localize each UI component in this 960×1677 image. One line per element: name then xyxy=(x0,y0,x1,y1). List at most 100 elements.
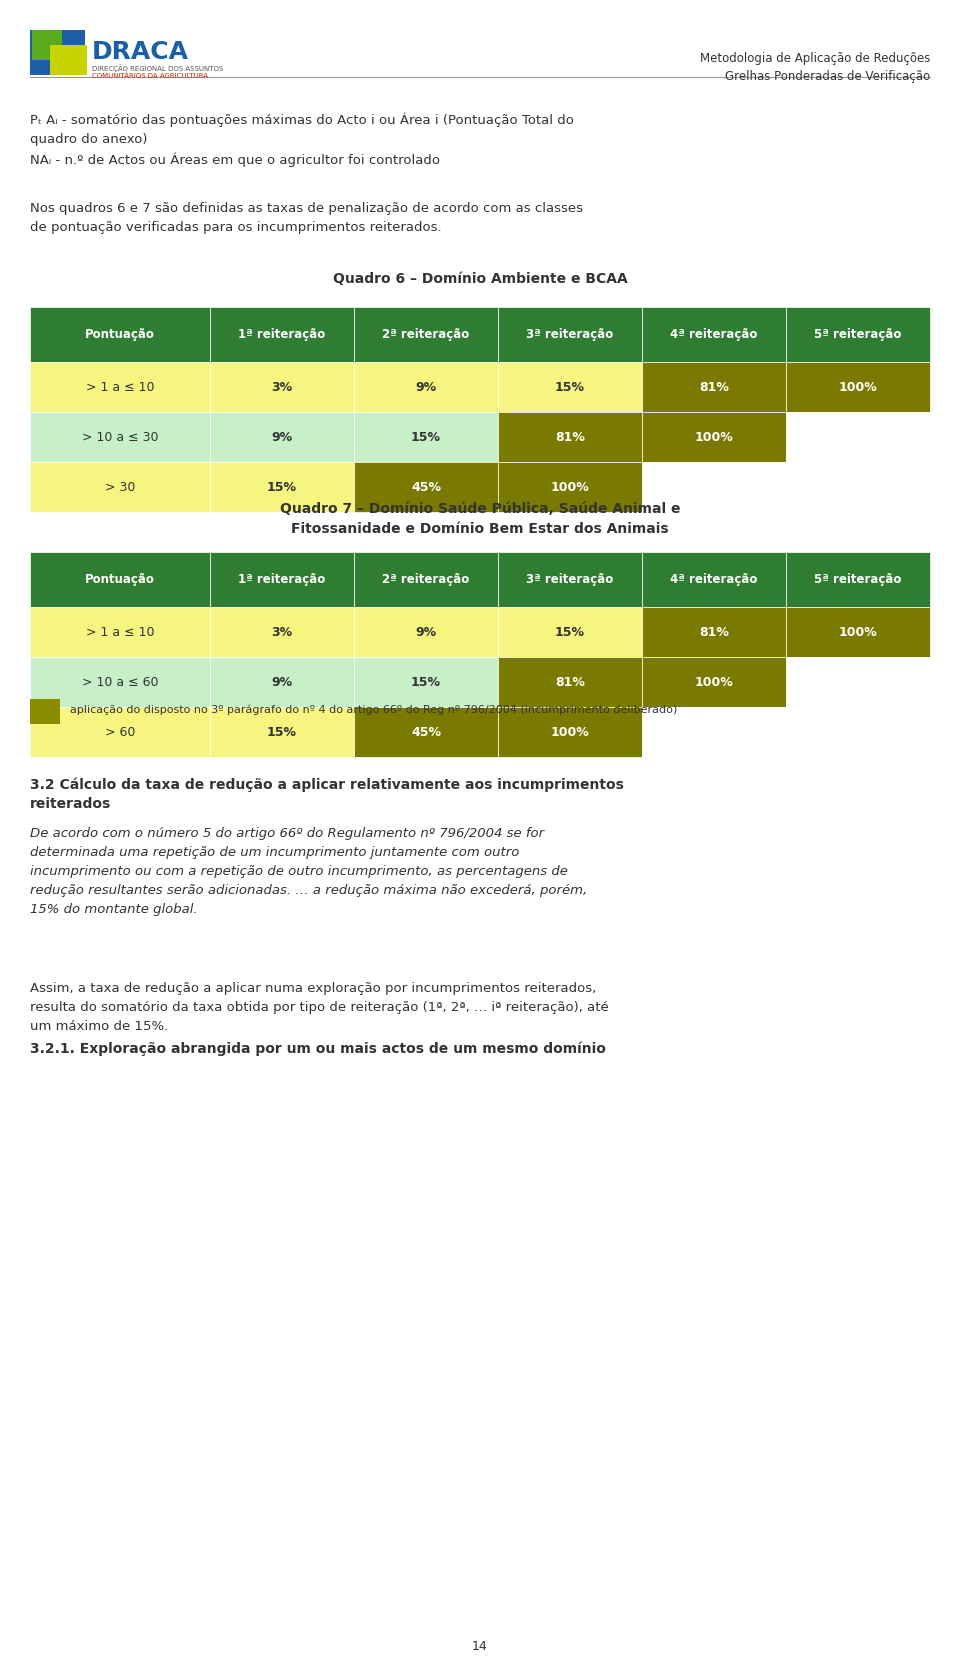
Bar xyxy=(786,657,930,708)
Bar xyxy=(30,699,60,724)
Text: 81%: 81% xyxy=(555,676,585,689)
Bar xyxy=(210,552,354,607)
Bar xyxy=(354,307,498,362)
Text: 15%: 15% xyxy=(555,381,585,394)
Text: 9%: 9% xyxy=(416,381,437,394)
Bar xyxy=(786,413,930,461)
Bar xyxy=(30,30,85,75)
Bar xyxy=(30,362,210,413)
Text: 2ª reiteração: 2ª reiteração xyxy=(382,329,469,340)
Text: 100%: 100% xyxy=(551,726,589,738)
Bar xyxy=(498,657,642,708)
Bar xyxy=(642,607,786,657)
Bar xyxy=(210,657,354,708)
Text: DIRECÇÃO REGIONAL DOS ASSUNTOS: DIRECÇÃO REGIONAL DOS ASSUNTOS xyxy=(92,64,224,72)
Text: 5ª reiteração: 5ª reiteração xyxy=(814,574,901,585)
Bar xyxy=(210,607,354,657)
Text: > 30: > 30 xyxy=(105,481,135,493)
Text: 3ª reiteração: 3ª reiteração xyxy=(526,329,613,340)
Text: 81%: 81% xyxy=(555,431,585,443)
Bar xyxy=(642,307,786,362)
Text: 15%: 15% xyxy=(267,481,297,493)
Text: 81%: 81% xyxy=(699,626,729,639)
Bar xyxy=(642,552,786,607)
Text: 3ª reiteração: 3ª reiteração xyxy=(526,574,613,585)
Text: 15%: 15% xyxy=(555,626,585,639)
Text: > 1 a ≤ 10: > 1 a ≤ 10 xyxy=(85,626,155,639)
Bar xyxy=(210,362,354,413)
Text: 15%: 15% xyxy=(267,726,297,738)
Bar xyxy=(498,708,642,756)
Bar xyxy=(30,657,210,708)
Text: 15%: 15% xyxy=(411,431,441,443)
Text: aplicação do disposto no 3º parágrafo do nº 4 do artigo 66º do Reg nº 796/2004 (: aplicação do disposto no 3º parágrafo do… xyxy=(70,704,677,716)
Text: > 1 a ≤ 10: > 1 a ≤ 10 xyxy=(85,381,155,394)
Text: 15%: 15% xyxy=(411,676,441,689)
Bar xyxy=(498,607,642,657)
Text: Quadro 6 – Domínio Ambiente e BCAA: Quadro 6 – Domínio Ambiente e BCAA xyxy=(332,272,628,287)
Text: 5ª reiteração: 5ª reiteração xyxy=(814,329,901,340)
Text: 100%: 100% xyxy=(695,676,733,689)
Bar xyxy=(498,552,642,607)
Bar xyxy=(30,552,210,607)
Text: 100%: 100% xyxy=(551,481,589,493)
Text: Assim, a taxa de redução a aplicar numa exploração por incumprimentos reiterados: Assim, a taxa de redução a aplicar numa … xyxy=(30,983,609,1033)
Text: Pₜ Aᵢ - somatório das pontuações máximas do Acto i ou Área i (Pontuação Total do: Pₜ Aᵢ - somatório das pontuações máximas… xyxy=(30,112,574,168)
Bar xyxy=(786,552,930,607)
Text: 100%: 100% xyxy=(839,626,877,639)
Bar xyxy=(786,461,930,511)
Bar xyxy=(642,362,786,413)
Bar xyxy=(30,307,210,362)
Bar xyxy=(642,413,786,461)
Text: 3.2 Cálculo da taxa de redução a aplicar relativamente aos incumprimentos
reiter: 3.2 Cálculo da taxa de redução a aplicar… xyxy=(30,776,624,812)
Bar xyxy=(30,461,210,511)
Bar xyxy=(354,362,498,413)
Text: De acordo com o número 5 do artigo 66º do Regulamento nº 796/2004 se for
determi: De acordo com o número 5 do artigo 66º d… xyxy=(30,827,588,916)
Text: Nos quadros 6 e 7 são definidas as taxas de penalização de acordo com as classes: Nos quadros 6 e 7 são definidas as taxas… xyxy=(30,201,583,235)
Text: 100%: 100% xyxy=(839,381,877,394)
Text: Pontuação: Pontuação xyxy=(85,329,155,340)
Bar xyxy=(498,362,642,413)
Bar xyxy=(498,461,642,511)
Bar xyxy=(642,657,786,708)
Text: 2ª reiteração: 2ª reiteração xyxy=(382,574,469,585)
Bar xyxy=(786,607,930,657)
Text: 4ª reiteração: 4ª reiteração xyxy=(670,329,757,340)
Text: 3.2.1. Exploração abrangida por um ou mais actos de um mesmo domínio: 3.2.1. Exploração abrangida por um ou ma… xyxy=(30,1041,606,1057)
Text: 3%: 3% xyxy=(272,626,293,639)
Bar xyxy=(210,307,354,362)
Text: 45%: 45% xyxy=(411,481,441,493)
Bar xyxy=(498,413,642,461)
Bar xyxy=(210,461,354,511)
Text: 1ª reiteração: 1ª reiteração xyxy=(238,574,325,585)
Text: 100%: 100% xyxy=(695,431,733,443)
Text: DRACA: DRACA xyxy=(92,40,189,64)
Text: 1ª reiteração: 1ª reiteração xyxy=(238,329,325,340)
Text: 45%: 45% xyxy=(411,726,441,738)
Text: Metodologia de Aplicação de Reduções
Grelhas Ponderadas de Verificação: Metodologia de Aplicação de Reduções Gre… xyxy=(700,52,930,82)
Text: 9%: 9% xyxy=(272,676,293,689)
Bar xyxy=(354,657,498,708)
Text: > 10 a ≤ 30: > 10 a ≤ 30 xyxy=(82,431,158,443)
Text: 4ª reiteração: 4ª reiteração xyxy=(670,574,757,585)
Bar xyxy=(786,362,930,413)
Text: 9%: 9% xyxy=(416,626,437,639)
Text: Pontuação: Pontuação xyxy=(85,574,155,585)
Bar xyxy=(642,708,786,756)
Bar xyxy=(50,45,87,75)
Bar xyxy=(210,413,354,461)
Text: 9%: 9% xyxy=(272,431,293,443)
Text: 14: 14 xyxy=(472,1640,488,1654)
Bar xyxy=(354,607,498,657)
Bar xyxy=(354,461,498,511)
Text: COMUNITÁRIOS DA AGRICULTURA: COMUNITÁRIOS DA AGRICULTURA xyxy=(92,72,208,79)
Bar xyxy=(210,708,354,756)
Text: Quadro 7 – Domínio Saúde Pública, Saúde Animal e
Fitossanidade e Domínio Bem Est: Quadro 7 – Domínio Saúde Pública, Saúde … xyxy=(279,501,681,535)
Text: > 10 a ≤ 60: > 10 a ≤ 60 xyxy=(82,676,158,689)
Bar xyxy=(642,461,786,511)
Bar xyxy=(354,708,498,756)
Bar xyxy=(30,708,210,756)
Bar xyxy=(354,413,498,461)
Text: 3%: 3% xyxy=(272,381,293,394)
Text: 81%: 81% xyxy=(699,381,729,394)
